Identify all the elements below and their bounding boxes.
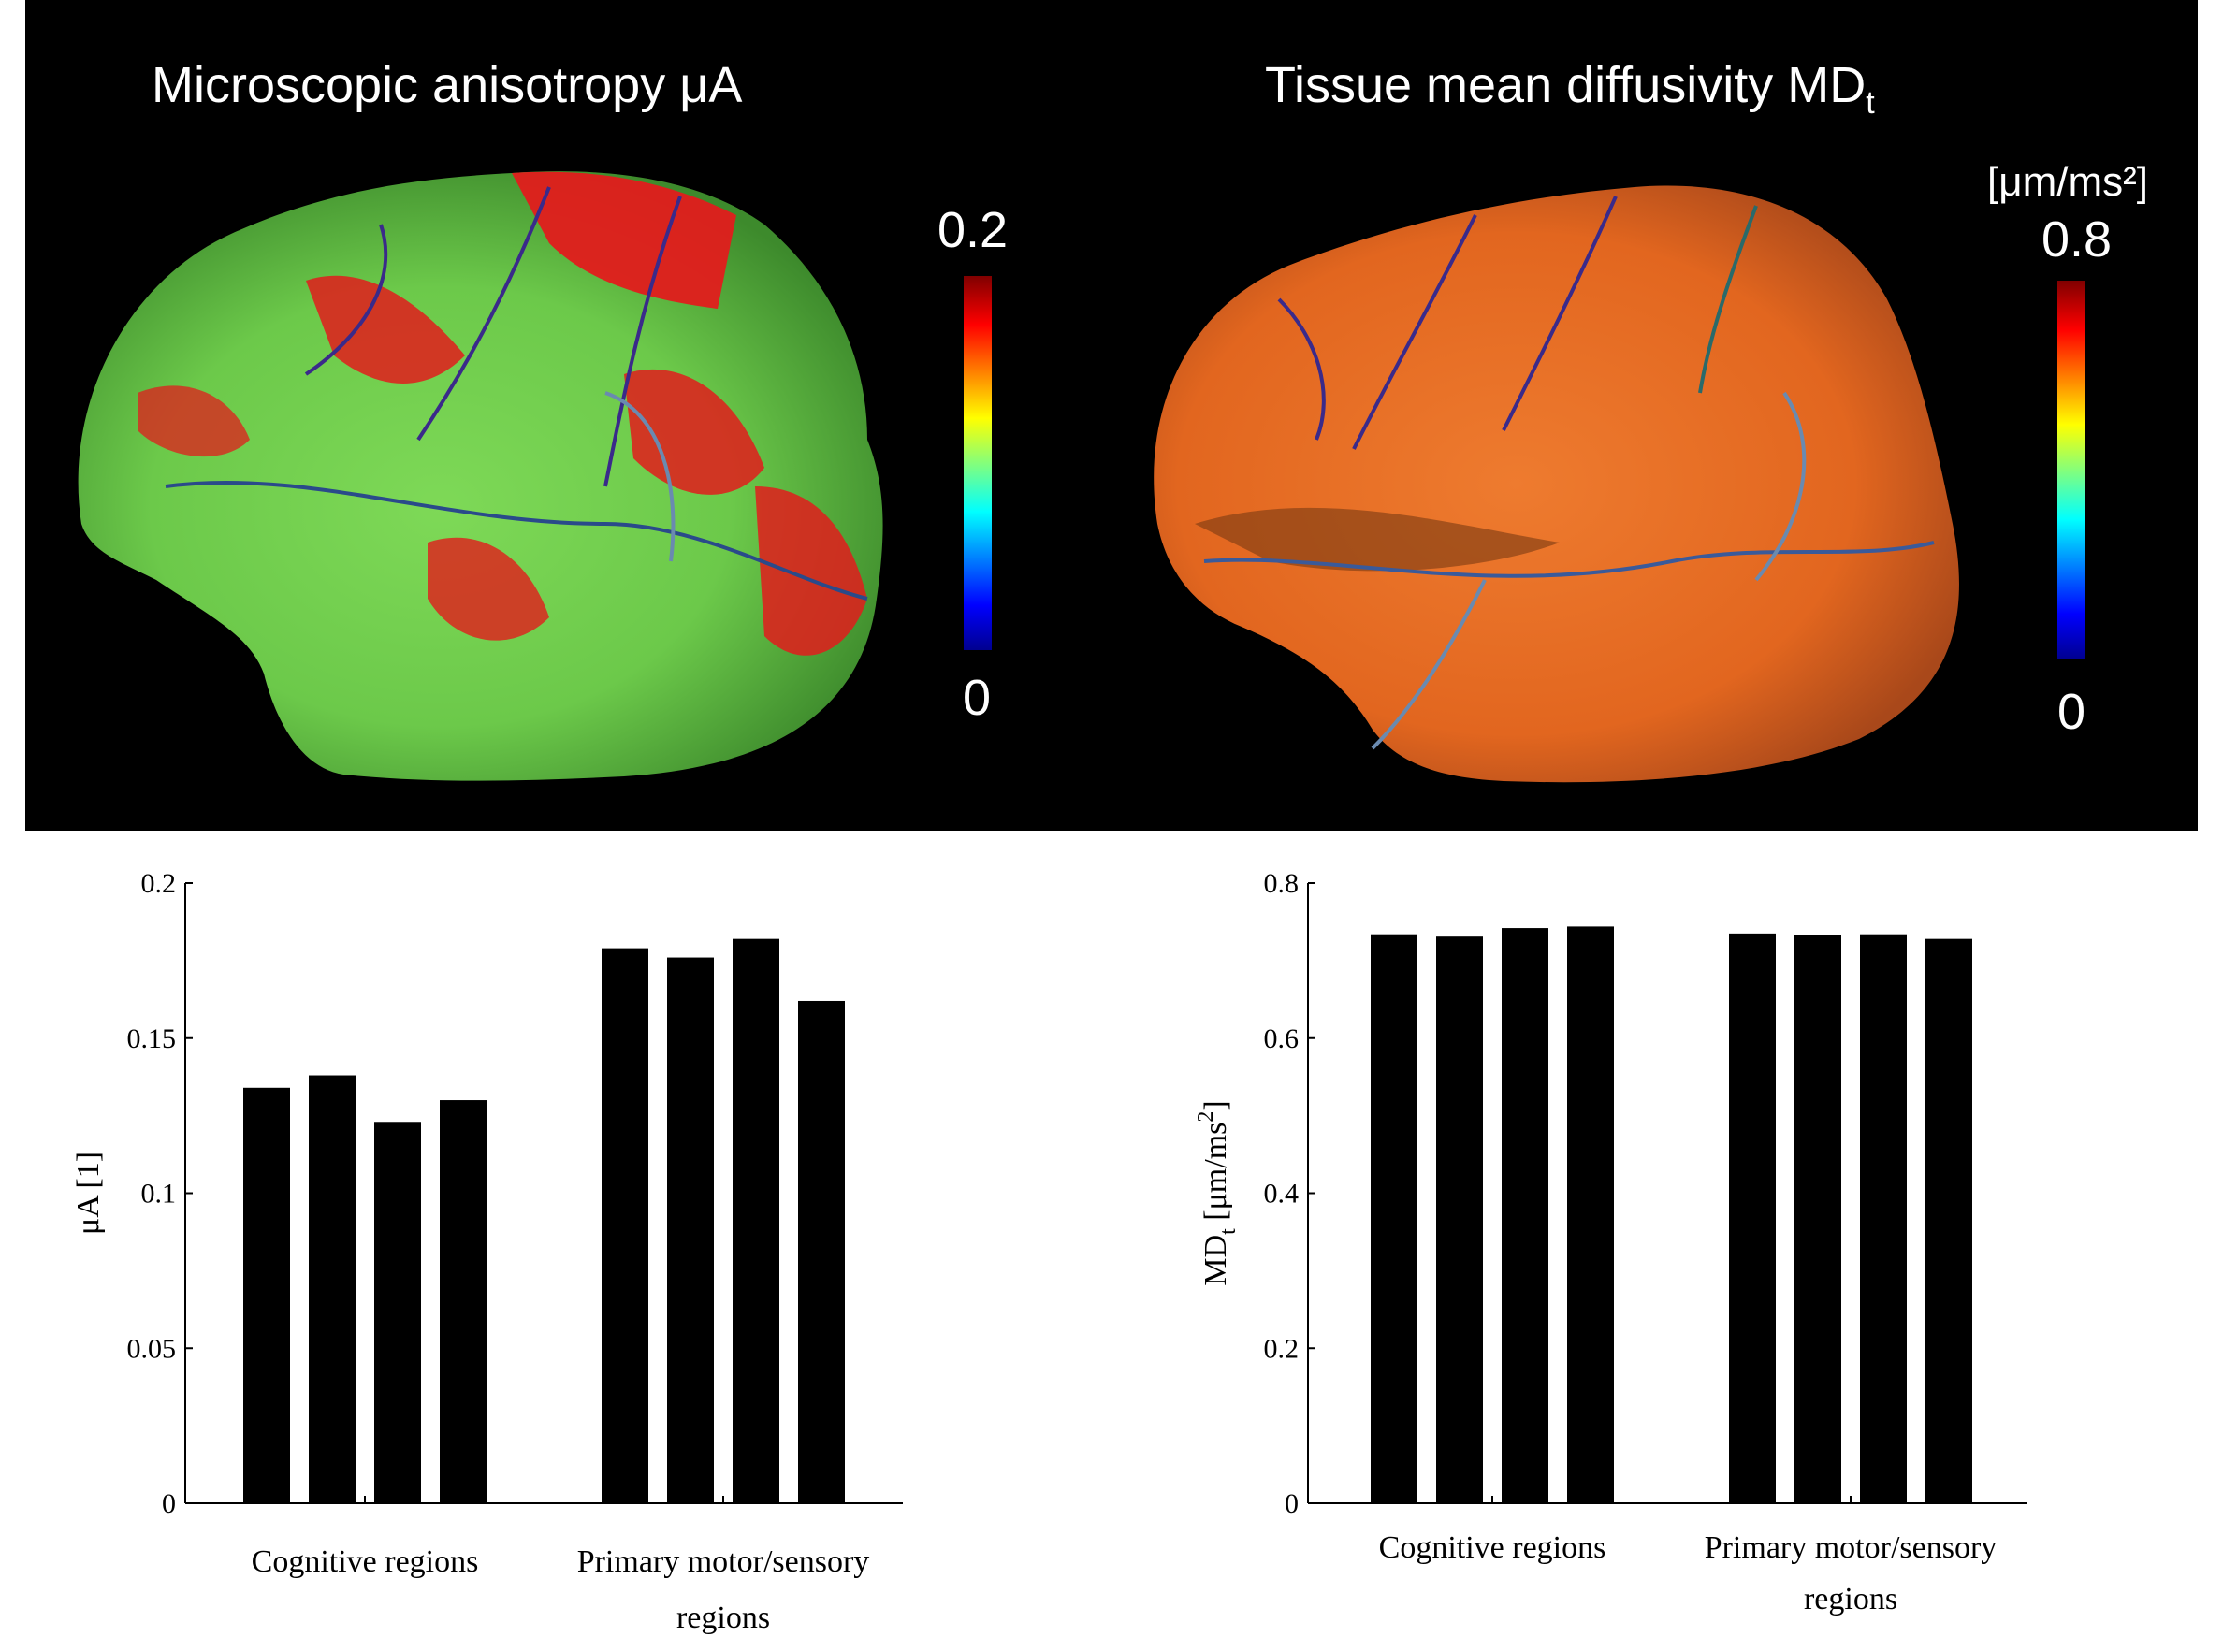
right-colorbar-unit: [μm/ms²] [1987,159,2148,205]
x-tick-label: regions [676,1601,770,1635]
bar [243,1087,290,1503]
left-map-title: Microscopic anisotropy μA [152,57,743,113]
bar [1729,933,1776,1503]
right-map-title: Tissue mean diffusivity MDt [1265,57,1875,121]
right-colorbar-min: 0 [2057,684,2086,740]
y-tick-label: 0 [162,1488,176,1519]
bar [1371,934,1417,1503]
left-colorbar-max: 0.2 [937,202,1009,258]
x-tick-label: Cognitive regions [1379,1530,1606,1565]
left-brain-surface [78,171,883,781]
bar [1925,938,1972,1503]
y-tick-label: 0.2 [1264,1333,1300,1364]
right-brain-surface [1154,185,1959,783]
y-tick-label: 0 [1285,1488,1299,1519]
bar [1860,934,1907,1503]
x-tick-label: regions [1804,1582,1897,1616]
y-tick-label: 0.4 [1264,1179,1300,1210]
left-colorbar-min: 0 [963,670,992,726]
y-tick-label: 0.8 [1264,868,1300,899]
bar [798,1000,845,1503]
bar [309,1075,356,1503]
brain-surfaces [78,171,1959,783]
bar [667,957,714,1503]
y-tick-label: 0.05 [127,1333,177,1364]
x-tick-label: Primary motor/sensory [1705,1530,1998,1565]
bar [1567,926,1614,1503]
brain-maps-panel: Microscopic anisotropy μA Tissue mean di… [25,0,2198,831]
bar [1502,928,1548,1503]
anisotropy-bar-chart: 0 0.05 0.1 0.15 0.2 Cognitive regions Primary … [71,868,903,1635]
bar [440,1100,487,1503]
x-tick-label: Primary motor/sensory [577,1544,870,1579]
y-axis-label: μA [1] [71,1152,106,1235]
right-colorbar-max: 0.8 [2041,211,2113,268]
right-colorbar [2057,281,2085,659]
bar [1436,936,1483,1503]
x-tick-label: Cognitive regions [252,1544,479,1579]
y-tick-label: 0.6 [1264,1023,1300,1054]
y-axis-label: MDt [μm/ms2] [1194,1100,1241,1285]
y-tick-label: 0.15 [127,1023,177,1054]
left-colorbar [964,276,992,650]
bar [733,938,779,1503]
bar [1794,935,1841,1503]
y-tick-label: 0.1 [141,1179,177,1210]
bar [602,948,648,1503]
y-tick-label: 0.2 [141,868,177,899]
bar [374,1122,421,1503]
